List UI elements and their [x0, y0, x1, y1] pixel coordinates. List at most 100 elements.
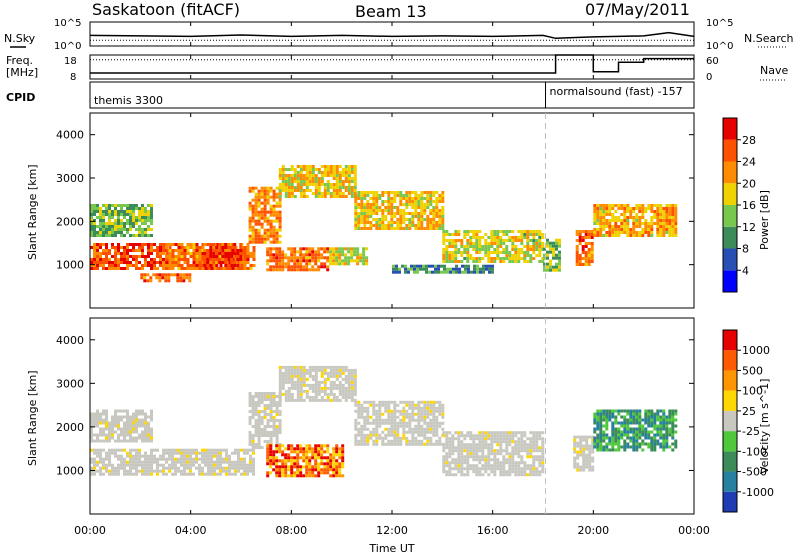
heat-cell: [251, 404, 255, 407]
heat-cell: [186, 261, 190, 264]
heat-cell: [338, 474, 342, 478]
heat-cell: [350, 383, 354, 387]
heat-cell: [275, 262, 279, 266]
heat-cell: [481, 467, 485, 471]
heat-cell: [381, 227, 385, 230]
heat-cell: [168, 249, 172, 252]
heat-cell: [353, 189, 357, 192]
heat-cell: [341, 368, 345, 372]
heat-cell: [426, 194, 430, 197]
heat-cell: [393, 206, 397, 209]
heat-cell: [180, 460, 183, 464]
heat-cell: [496, 437, 500, 441]
heat-cell: [451, 440, 455, 444]
heat-cell: [129, 234, 132, 237]
xtick-label: 20:00: [577, 524, 609, 537]
heat-cell: [505, 470, 509, 474]
heat-cell: [93, 252, 96, 255]
heat-cell: [602, 228, 606, 231]
heat-cell: [102, 249, 105, 252]
heat-cell: [605, 225, 609, 228]
heat-cell: [496, 251, 500, 254]
heat-cell: [641, 448, 645, 452]
heat-cell: [201, 246, 205, 249]
heat-cell: [308, 177, 312, 180]
heat-cell: [417, 200, 421, 203]
heat-cell: [463, 248, 467, 251]
heat-cell: [384, 191, 388, 194]
heat-cell: [186, 264, 190, 267]
heat-cell: [575, 245, 579, 248]
heat-cell: [617, 436, 621, 440]
heat-cell: [357, 218, 361, 221]
heat-cell: [120, 228, 123, 231]
heat-cell: [457, 470, 461, 474]
heat-cell: [517, 254, 521, 257]
heat-cell: [511, 260, 515, 263]
heat-cell: [216, 267, 220, 270]
heat-cell: [502, 257, 506, 260]
heat-cell: [186, 258, 190, 261]
heat-cell: [532, 431, 536, 435]
heat-cell: [90, 466, 93, 470]
heat-cell: [442, 257, 446, 260]
heat-cell: [478, 467, 482, 471]
heat-cell: [278, 428, 282, 431]
heat-cell: [413, 264, 416, 268]
heat-cell: [108, 433, 111, 437]
heat-cell: [212, 249, 216, 252]
heat-cell: [93, 448, 96, 452]
heat-cell: [381, 439, 385, 443]
heat-cell: [475, 458, 479, 462]
heat-cell: [584, 257, 588, 260]
heat-cell: [514, 251, 518, 254]
heat-cell: [591, 444, 595, 448]
heat-cell: [135, 469, 138, 473]
heat-cell: [278, 204, 282, 208]
heat-cell: [168, 252, 172, 255]
heat-cell: [102, 472, 105, 476]
heat-cell: [541, 233, 545, 236]
heat-cell: [198, 472, 201, 476]
heat-cell: [299, 174, 303, 177]
heat-cell: [230, 261, 234, 264]
heat-cell: [171, 258, 175, 261]
heat-cell: [635, 442, 639, 446]
heat-cell: [296, 462, 300, 466]
heat-cell: [114, 412, 117, 416]
heat-cell: [644, 412, 648, 416]
heat-cell: [354, 400, 358, 404]
heat-cell: [252, 246, 256, 249]
heat-cell: [546, 253, 549, 257]
heat-cell: [635, 412, 639, 416]
heat-cell: [105, 261, 108, 264]
heat-cell: [375, 439, 379, 443]
heat-cell: [384, 218, 388, 221]
heat-cell: [372, 194, 376, 197]
ytick-label: 2000: [56, 421, 84, 434]
heat-cell: [281, 186, 285, 189]
heat-cell: [150, 457, 153, 461]
heat-cell: [396, 221, 400, 224]
heat-cell: [287, 262, 291, 266]
heat-cell: [102, 460, 105, 464]
heat-cell: [396, 409, 400, 413]
heat-cell: [493, 236, 497, 239]
heat-cell: [174, 457, 177, 461]
heat-cell: [168, 466, 171, 470]
heat-cell: [511, 446, 515, 450]
heat-cell: [281, 250, 285, 254]
heat-cell: [135, 216, 138, 219]
heat-cell: [593, 445, 597, 449]
heat-cell: [99, 234, 102, 237]
heat-cell: [138, 219, 141, 222]
heat-cell: [302, 447, 306, 451]
heat-cell: [626, 234, 630, 237]
heat-cell: [384, 427, 388, 431]
heat-cell: [517, 248, 521, 251]
heat-cell: [641, 433, 645, 437]
heat-cell: [210, 261, 214, 264]
heat-cell: [219, 454, 222, 458]
heat-cell: [552, 253, 555, 257]
heat-cell: [599, 439, 603, 443]
